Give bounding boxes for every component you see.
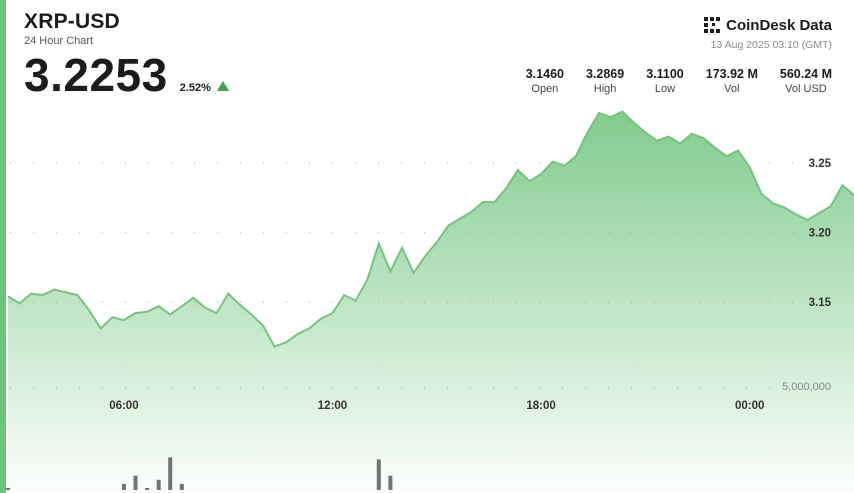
stat-label: Vol xyxy=(724,83,740,95)
volume-bar xyxy=(179,483,184,490)
stat-vol: 173.92 M Vol xyxy=(706,67,758,96)
chart-subtitle: 24 Hour Chart xyxy=(24,35,94,47)
stat-high: 3.2869 High xyxy=(586,67,624,96)
coindesk-logo-icon xyxy=(704,17,721,33)
stat-value: 3.1460 xyxy=(525,67,564,81)
current-price: 3.2253 xyxy=(24,49,168,101)
y-tick-label: 3.20 xyxy=(809,228,831,240)
accent-bar xyxy=(0,0,6,493)
volume-bar xyxy=(121,483,126,490)
x-tick-label: 00:00 xyxy=(735,400,764,412)
price-line xyxy=(7,110,854,348)
stat-value: 173.92 M xyxy=(705,67,758,81)
volume-bar xyxy=(388,475,393,490)
volume-bar xyxy=(156,479,161,490)
stats-row: 3.1460 Open 3.2869 High 3.1100 Low 173.9… xyxy=(504,67,832,96)
price-change: 2.52% xyxy=(179,82,211,94)
volume-bar xyxy=(168,457,173,490)
header: XRP-USD 24 Hour Chart 3.2253 2.52% xyxy=(24,10,229,100)
stat-label: High xyxy=(593,83,617,95)
price-area xyxy=(8,111,854,490)
stat-label: Open xyxy=(531,83,559,95)
volume-bar xyxy=(376,459,381,490)
y-tick-label: 3.25 xyxy=(809,158,832,170)
up-arrow-icon xyxy=(216,81,229,91)
stat-value: 3.2869 xyxy=(585,67,625,81)
volume-bar xyxy=(6,488,10,490)
x-tick-label: 12:00 xyxy=(318,400,347,412)
brand: CoinDesk Data 13 Aug 2025 03:10 (GMT) xyxy=(703,16,832,51)
volume-bar xyxy=(145,488,150,490)
x-tick-label: 06:00 xyxy=(109,400,138,412)
pair-title: XRP-USD xyxy=(24,10,120,33)
timestamp: 13 Aug 2025 03:10 (GMT) xyxy=(710,39,832,51)
volume-bar xyxy=(133,475,138,490)
stat-vol-usd: 560.24 M Vol USD xyxy=(780,67,832,96)
stat-label: Vol USD xyxy=(785,83,827,95)
volume-tick-label: 5,000,000 xyxy=(782,381,831,393)
stat-value: 3.1100 xyxy=(646,67,684,81)
y-tick-label: 3.15 xyxy=(809,297,832,309)
x-tick-label: 18:00 xyxy=(526,400,555,412)
stat-label: Low xyxy=(654,83,676,95)
stat-low: 3.1100 Low xyxy=(646,67,684,96)
stat-open: 3.1460 Open xyxy=(526,67,564,96)
stat-value: 560.24 M xyxy=(779,67,832,81)
brand-name: CoinDesk Data xyxy=(726,16,832,34)
